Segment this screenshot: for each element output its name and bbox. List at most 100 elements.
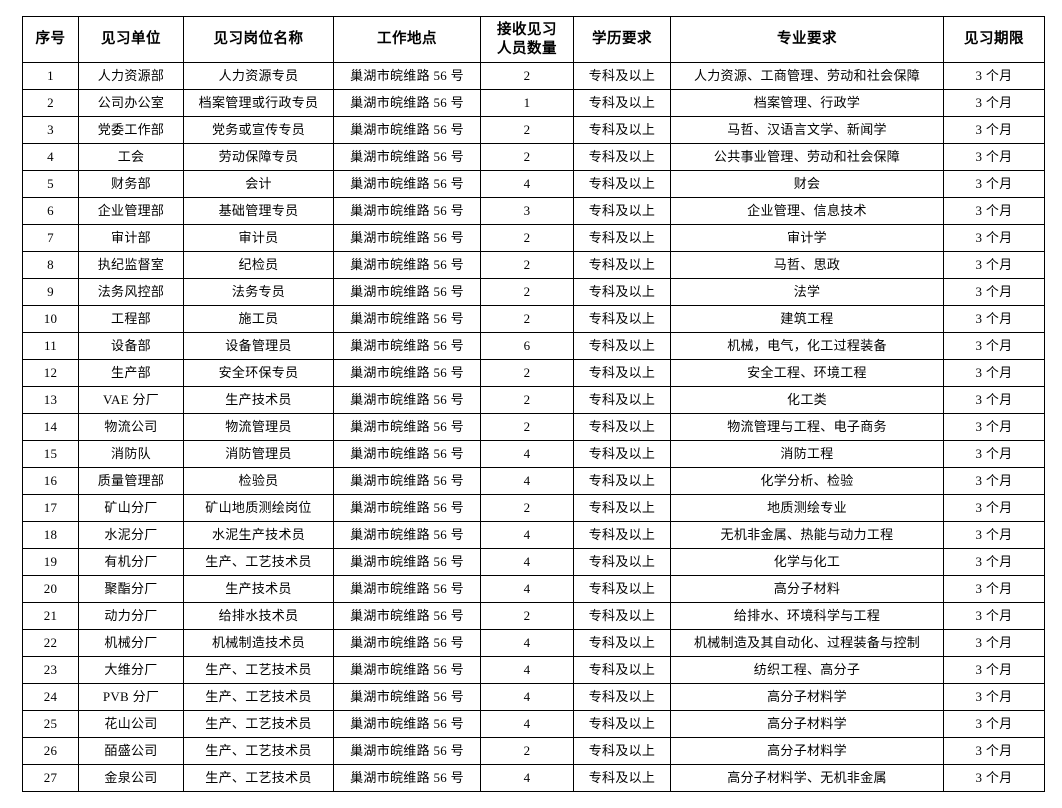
cell-post: 生产技术员 <box>183 386 334 414</box>
cell-loc: 巢湖市皖维路 56 号 <box>333 62 481 90</box>
cell-major: 机械制造及其自动化、过程装备与控制 <box>670 629 944 657</box>
cell-loc: 巢湖市皖维路 56 号 <box>333 305 481 333</box>
cell-edu: 专科及以上 <box>573 278 671 306</box>
cell-term: 3 个月 <box>943 467 1045 495</box>
table-header: 序号 见习单位 见习岗位名称 工作地点 接收见习 人员数量 学历要求 专业要求 见习期限 <box>22 16 1045 63</box>
column-header-edu: 学历要求 <box>573 16 671 63</box>
column-header-count-line2: 人员数量 <box>497 40 557 57</box>
table-body: 1 人力资源部 人力资源专员 巢湖市皖维路 56 号 2 专科及以上 人力资源、工商管理、劳… <box>22 62 1045 792</box>
table-row: 14 物流公司 物流管理员 巢湖市皖维路 56 号 2 专科及以上 物流管理与工程、电子商务… <box>22 413 1045 441</box>
cell-seq: 26 <box>22 737 79 765</box>
cell-count: 2 <box>480 62 574 90</box>
table-row: 23 大维分厂 生产、工艺技术员 巢湖市皖维路 56 号 4 专科及以上 纺织工程、高分子 3… <box>22 656 1045 684</box>
cell-unit: 生产部 <box>78 359 184 387</box>
cell-seq: 13 <box>22 386 79 414</box>
cell-term: 3 个月 <box>943 89 1045 117</box>
table-row: 10 工程部 施工员 巢湖市皖维路 56 号 2 专科及以上 建筑工程 3 个月 <box>22 305 1045 333</box>
cell-edu: 专科及以上 <box>573 251 671 279</box>
internship-positions-table: 序号 见习单位 见习岗位名称 工作地点 接收见习 人员数量 学历要求 专业要求 见习期限 1 人力… <box>22 16 1045 792</box>
cell-term: 3 个月 <box>943 251 1045 279</box>
cell-loc: 巢湖市皖维路 56 号 <box>333 737 481 765</box>
cell-count: 2 <box>480 602 574 630</box>
cell-loc: 巢湖市皖维路 56 号 <box>333 116 481 144</box>
cell-count: 1 <box>480 89 574 117</box>
cell-term: 3 个月 <box>943 305 1045 333</box>
cell-unit: 消防队 <box>78 440 184 468</box>
column-header-unit: 见习单位 <box>78 16 184 63</box>
cell-count: 2 <box>480 305 574 333</box>
cell-count: 4 <box>480 170 574 198</box>
cell-term: 3 个月 <box>943 629 1045 657</box>
cell-post: 检验员 <box>183 467 334 495</box>
cell-count: 4 <box>480 764 574 792</box>
cell-seq: 21 <box>22 602 79 630</box>
cell-seq: 9 <box>22 278 79 306</box>
cell-term: 3 个月 <box>943 413 1045 441</box>
column-header-seq: 序号 <box>22 16 79 63</box>
cell-unit: 物流公司 <box>78 413 184 441</box>
cell-loc: 巢湖市皖维路 56 号 <box>333 764 481 792</box>
cell-post: 档案管理或行政专员 <box>183 89 334 117</box>
cell-unit: 企业管理部 <box>78 197 184 225</box>
cell-major: 消防工程 <box>670 440 944 468</box>
cell-count: 4 <box>480 467 574 495</box>
cell-unit: 金泉公司 <box>78 764 184 792</box>
cell-edu: 专科及以上 <box>573 197 671 225</box>
cell-seq: 24 <box>22 683 79 711</box>
cell-seq: 19 <box>22 548 79 576</box>
cell-major: 企业管理、信息技术 <box>670 197 944 225</box>
cell-major: 化工类 <box>670 386 944 414</box>
cell-count: 3 <box>480 197 574 225</box>
cell-major: 人力资源、工商管理、劳动和社会保障 <box>670 62 944 90</box>
cell-seq: 11 <box>22 332 79 360</box>
cell-loc: 巢湖市皖维路 56 号 <box>333 683 481 711</box>
cell-term: 3 个月 <box>943 62 1045 90</box>
cell-edu: 专科及以上 <box>573 710 671 738</box>
cell-unit: VAE 分厂 <box>78 386 184 414</box>
column-header-count-line1: 接收见习 <box>497 22 557 39</box>
table-row: 11 设备部 设备管理员 巢湖市皖维路 56 号 6 专科及以上 机械，电气，化工过程装备 3… <box>22 332 1045 360</box>
cell-unit: 财务部 <box>78 170 184 198</box>
cell-term: 3 个月 <box>943 737 1045 765</box>
cell-loc: 巢湖市皖维路 56 号 <box>333 89 481 117</box>
cell-edu: 专科及以上 <box>573 629 671 657</box>
cell-count: 6 <box>480 332 574 360</box>
cell-unit: 机械分厂 <box>78 629 184 657</box>
cell-count: 4 <box>480 575 574 603</box>
table-row: 9 法务风控部 法务专员 巢湖市皖维路 56 号 2 专科及以上 法学 3 个月 <box>22 278 1045 306</box>
cell-major: 化学分析、检验 <box>670 467 944 495</box>
cell-unit: PVB 分厂 <box>78 683 184 711</box>
column-header-term: 见习期限 <box>943 16 1045 63</box>
table-row: 13 VAE 分厂 生产技术员 巢湖市皖维路 56 号 2 专科及以上 化工类 3 个月 <box>22 386 1045 414</box>
cell-count: 4 <box>480 710 574 738</box>
cell-unit: 动力分厂 <box>78 602 184 630</box>
cell-term: 3 个月 <box>943 764 1045 792</box>
cell-term: 3 个月 <box>943 683 1045 711</box>
cell-post: 设备管理员 <box>183 332 334 360</box>
cell-edu: 专科及以上 <box>573 143 671 171</box>
cell-count: 2 <box>480 386 574 414</box>
cell-term: 3 个月 <box>943 224 1045 252</box>
table-row: 18 水泥分厂 水泥生产技术员 巢湖市皖维路 56 号 4 专科及以上 无机非金属、热能与动… <box>22 521 1045 549</box>
column-header-count: 接收见习 人员数量 <box>480 16 574 63</box>
cell-term: 3 个月 <box>943 170 1045 198</box>
cell-loc: 巢湖市皖维路 56 号 <box>333 197 481 225</box>
cell-term: 3 个月 <box>943 440 1045 468</box>
cell-major: 高分子材料学 <box>670 683 944 711</box>
cell-seq: 20 <box>22 575 79 603</box>
cell-post: 生产、工艺技术员 <box>183 710 334 738</box>
cell-count: 2 <box>480 251 574 279</box>
cell-major: 马哲、汉语言文学、新闻学 <box>670 116 944 144</box>
cell-edu: 专科及以上 <box>573 62 671 90</box>
table-row: 26 皕盛公司 生产、工艺技术员 巢湖市皖维路 56 号 2 专科及以上 高分子材料学 3 个… <box>22 737 1045 765</box>
cell-seq: 17 <box>22 494 79 522</box>
cell-post: 给排水技术员 <box>183 602 334 630</box>
cell-loc: 巢湖市皖维路 56 号 <box>333 629 481 657</box>
cell-edu: 专科及以上 <box>573 224 671 252</box>
cell-major: 地质测绘专业 <box>670 494 944 522</box>
cell-loc: 巢湖市皖维路 56 号 <box>333 656 481 684</box>
cell-seq: 27 <box>22 764 79 792</box>
cell-major: 高分子材料学 <box>670 737 944 765</box>
cell-count: 2 <box>480 413 574 441</box>
cell-unit: 皕盛公司 <box>78 737 184 765</box>
